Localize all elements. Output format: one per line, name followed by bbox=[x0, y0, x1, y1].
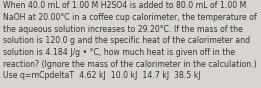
Text: When 40.0 mL of 1.00 M H2SO4 is added to 80.0 mL of 1.00 M
NaOH at 20.00°C in a : When 40.0 mL of 1.00 M H2SO4 is added to… bbox=[3, 1, 257, 80]
